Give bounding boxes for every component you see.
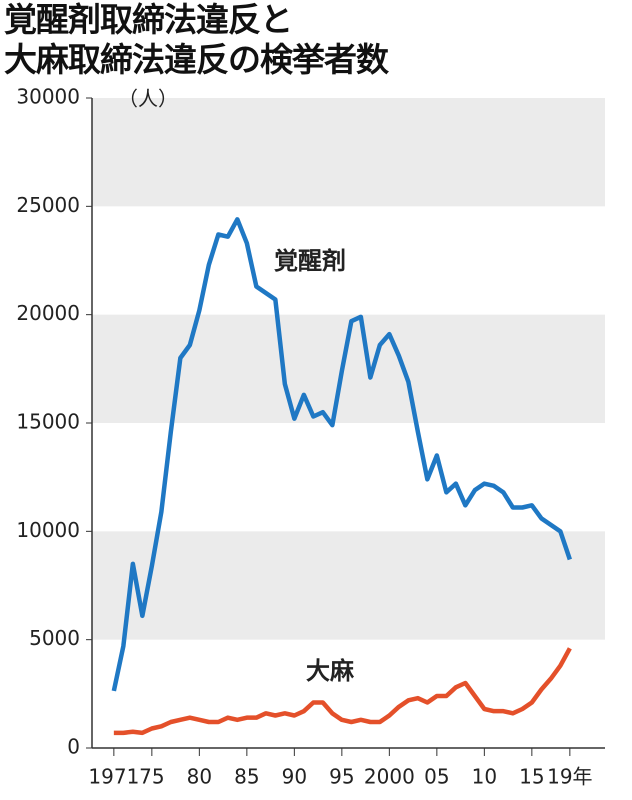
x-tick-label: 05 — [424, 765, 449, 789]
x-tick-label: 15 — [519, 765, 544, 789]
y-tick-label: 10000 — [16, 518, 80, 542]
x-tick-label: 75 — [139, 765, 164, 789]
series-label: 覚醒剤 — [274, 247, 346, 275]
y-tick-label: 20000 — [16, 301, 80, 325]
y-tick-label: 25000 — [16, 193, 80, 217]
series-line — [111, 217, 572, 692]
grid-band — [92, 531, 605, 640]
y-tick-label: 30000 — [16, 85, 80, 109]
x-tick-label: 10 — [472, 765, 497, 789]
y-unit: （人） — [118, 87, 178, 111]
series-line — [113, 647, 572, 736]
x-tick-label: 85 — [234, 765, 259, 789]
grid-band — [92, 98, 605, 207]
y-tick-label: 5000 — [29, 626, 80, 650]
chart-title: 覚醒剤取締法違反と 大麻取締法違反の検挙者数 — [4, 0, 389, 79]
y-tick-label: 15000 — [16, 410, 80, 434]
x-tick-label: 80 — [187, 765, 212, 789]
x-tick-label: 95 — [329, 765, 354, 789]
series-label: 大麻 — [306, 657, 355, 685]
x-tick-label: 90 — [282, 765, 307, 789]
x-tick-label: 1971 — [88, 765, 139, 789]
y-tick-label: 0 — [67, 735, 80, 759]
x-tick-label: 19年 — [547, 765, 592, 789]
x-tick-label: 2000 — [364, 765, 415, 789]
